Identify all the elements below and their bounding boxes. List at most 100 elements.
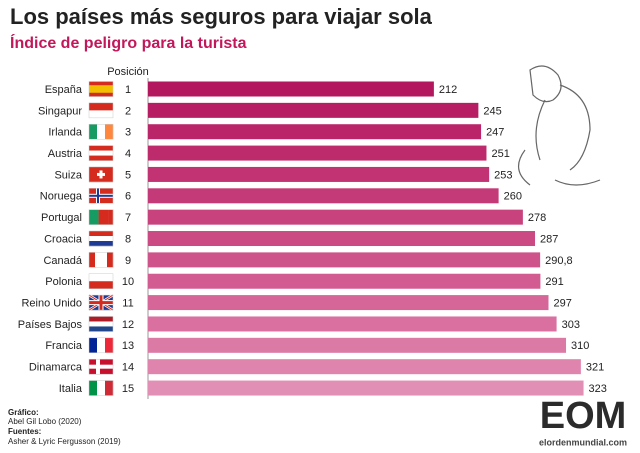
chart-title: Los países más seguros para viajar sola [10,4,433,29]
flag-border [88,358,114,375]
rank-label: 3 [125,127,131,139]
bar [148,102,479,118]
y-tick-label: Singapur [38,105,82,117]
flag-stripe [97,124,106,140]
rank-label: 1 [125,84,131,96]
flag-stripe [103,209,109,225]
flag-border [88,81,114,97]
flag-stripe [89,110,113,119]
y-tick-label: Austria [48,148,83,160]
flag-stripe [105,380,114,396]
source: Asher & Lyric Fergusson (2019) [8,437,121,446]
bar [148,359,581,375]
y-tick-label: Croacia [44,233,83,245]
flag [88,145,114,161]
flag-stripe [105,337,114,353]
bar [148,145,487,161]
flag-border [88,166,114,183]
flag-stripe [89,273,113,282]
flag-stripe [89,380,98,396]
flag-stripe [89,281,113,289]
flag-stripe [101,252,108,268]
flag [88,188,114,204]
flag-border [88,316,114,332]
chart-subtitle: Índice de peligro para la turista [10,33,247,52]
flag [88,337,114,354]
value-label: 290,8 [545,255,573,267]
rank-label: 6 [125,191,131,203]
value-label: 323 [589,383,607,395]
bar [148,231,536,247]
flag [88,294,114,312]
value-label: 278 [528,212,546,224]
flag-stripe [89,81,113,86]
flag [88,380,114,396]
rank-label: 9 [125,255,131,267]
credit: Abel Gil Lobo (2020) [8,417,82,426]
value-label: 253 [494,169,512,181]
rank-label: 13 [122,340,134,352]
flag-stripe [89,92,113,97]
y-tick-label: Canadá [43,255,82,267]
y-tick-label: Suiza [54,169,82,181]
value-label: 291 [545,276,563,288]
bar [148,337,567,353]
flag-stripe [89,124,98,140]
illustration [518,65,601,186]
flag-stripe [89,102,113,111]
flag [88,123,114,140]
flag-border [88,273,114,289]
rank-label: 2 [125,105,131,117]
flag [88,273,114,289]
rank-label: 4 [125,148,131,160]
value-label: 310 [571,340,589,352]
flag [88,230,114,247]
value-label: 321 [586,362,604,374]
y-tick-label: Irlanda [48,127,83,139]
y-tick-label: Países Bajos [18,319,83,331]
flag [88,166,114,183]
flag [88,102,114,119]
flag-stripe [97,337,106,353]
flag-border [88,102,114,119]
flag-stripe [98,209,104,225]
flag-stripe [89,155,113,161]
rank-label: 10 [122,276,134,288]
rank-header: Posición [107,66,149,78]
flag-stripe [108,209,114,225]
flag-stripe [107,252,114,268]
bar [148,295,549,311]
flag-stripe [89,231,113,237]
flag-stripe [89,337,98,353]
value-label: 247 [486,127,504,139]
rank-label: 15 [122,383,134,395]
website: elordenmundial.com [539,437,627,447]
rank-label: 5 [125,169,131,181]
flag-stripe [97,172,105,176]
source-label: Fuentes: [8,427,41,436]
credit-label: Gráfico: [8,408,39,417]
y-tick-label: Polonia [45,276,83,288]
flag [88,358,114,375]
y-tick-label: Reino Unido [21,298,82,310]
flag-stripe [89,364,113,369]
flag-stripe [89,326,113,332]
flag-stripe [97,380,106,396]
y-tick-label: Dinamarca [29,362,83,374]
flag-stripe [89,89,113,93]
y-tick-label: Francia [45,340,83,352]
flag-stripe [89,241,113,247]
bar [148,188,499,204]
bar [148,209,523,225]
rank-label: 11 [122,298,133,310]
value-label: 297 [554,298,572,310]
flag-stripe [95,252,102,268]
flag-border [88,252,114,268]
rank-label: 14 [122,362,134,374]
flag-stripe [89,316,113,322]
flag-stripe [105,124,114,140]
bar [148,166,490,182]
value-label: 245 [483,105,501,117]
value-label: 260 [504,191,522,203]
flag [88,316,114,332]
